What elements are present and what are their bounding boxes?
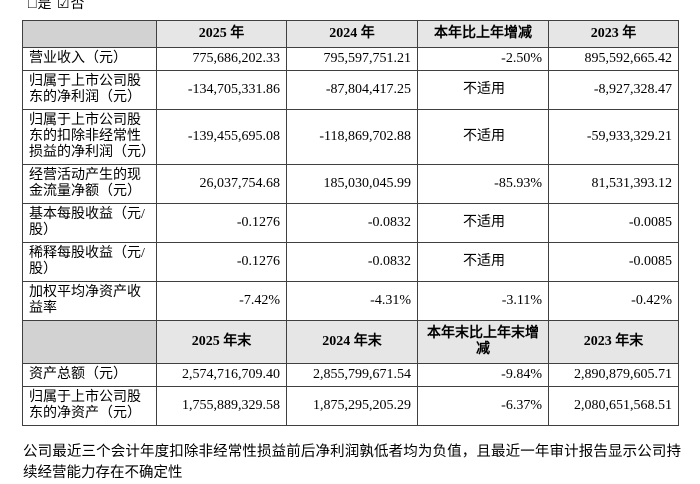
value-change: -85.93% [417, 164, 549, 204]
table-row-operating-cash-flow: 经营活动产生的现金流量净额（元） 26,037,754.68 185,030,0… [22, 164, 679, 204]
checkbox-line: □是 ☑否 [28, 0, 86, 12]
value-2024: 185,030,045.99 [286, 164, 418, 204]
table-header-period: 2025 年 2024 年 本年比上年增减 2023 年 [22, 20, 679, 48]
header-empty-cell [22, 320, 157, 364]
value-2025: -7.42% [156, 281, 287, 321]
row-label: 归属于上市公司股东的净资产（元） [22, 386, 157, 426]
value-2023: 2,080,651,568.51 [548, 386, 679, 426]
value-change: -9.84% [417, 363, 549, 387]
key-financials-table: 2025 年 2024 年 本年比上年增减 2023 年 营业收入（元） 775… [22, 20, 679, 426]
value-2024: -4.31% [286, 281, 418, 321]
value-2024: 795,597,751.21 [286, 47, 418, 71]
table-row-net-profit-excl-nonrecurring: 归属于上市公司股东的扣除非经常性损益的净利润（元） -139,455,695.0… [22, 109, 679, 165]
table-row-revenue: 营业收入（元） 775,686,202.33 795,597,751.21 -2… [22, 47, 679, 71]
header-2024-end: 2024 年末 [286, 320, 418, 364]
table-header-yearend: 2025 年末 2024 年末 本年末比上年末增减 2023 年末 [22, 320, 679, 364]
header-2023: 2023 年 [548, 20, 679, 48]
value-2024: -0.0832 [286, 203, 418, 243]
table-row-weighted-avg-roe: 加权平均净资产收益率 -7.42% -4.31% -3.11% -0.42% [22, 281, 679, 321]
row-label: 加权平均净资产收益率 [22, 281, 157, 321]
value-2023: 895,592,665.42 [548, 47, 679, 71]
value-2024: -0.0832 [286, 242, 418, 282]
value-2024: 1,875,295,205.29 [286, 386, 418, 426]
value-2025: 1,755,889,329.58 [156, 386, 287, 426]
value-change: 不适用 [417, 109, 549, 165]
row-label: 稀释每股收益（元/股） [22, 242, 157, 282]
table-row-net-profit: 归属于上市公司股东的净利润（元） -134,705,331.86 -87,804… [22, 70, 679, 110]
value-change: -2.50% [417, 47, 549, 71]
header-2025: 2025 年 [156, 20, 287, 48]
header-yearend-change: 本年末比上年末增减 [417, 320, 549, 364]
value-2025: -134,705,331.86 [156, 70, 287, 110]
table-row-net-assets: 归属于上市公司股东的净资产（元） 1,755,889,329.58 1,875,… [22, 386, 679, 426]
header-2023-end: 2023 年末 [548, 320, 679, 364]
table-row-basic-eps: 基本每股收益（元/股） -0.1276 -0.0832 不适用 -0.0085 [22, 203, 679, 243]
value-2023: -0.0085 [548, 203, 679, 243]
value-2023: -0.42% [548, 281, 679, 321]
value-2025: -0.1276 [156, 203, 287, 243]
value-2023: -59,933,329.21 [548, 109, 679, 165]
value-2025: 775,686,202.33 [156, 47, 287, 71]
header-yoy-change: 本年比上年增减 [417, 20, 549, 48]
value-2023: -8,927,328.47 [548, 70, 679, 110]
value-2025: 26,037,754.68 [156, 164, 287, 204]
row-label: 归属于上市公司股东的扣除非经常性损益的净利润（元） [22, 109, 157, 165]
value-change: -6.37% [417, 386, 549, 426]
row-label: 归属于上市公司股东的净利润（元） [22, 70, 157, 110]
value-change: 不适用 [417, 203, 549, 243]
value-2024: 2,855,799,671.54 [286, 363, 418, 387]
value-2023: 81,531,393.12 [548, 164, 679, 204]
header-empty-cell [22, 20, 157, 48]
row-label: 经营活动产生的现金流量净额（元） [22, 164, 157, 204]
value-2023: -0.0085 [548, 242, 679, 282]
row-label: 营业收入（元） [22, 47, 157, 71]
table-row-diluted-eps: 稀释每股收益（元/股） -0.1276 -0.0832 不适用 -0.0085 [22, 242, 679, 282]
value-2025: -139,455,695.08 [156, 109, 287, 165]
footer-note: 公司最近三个会计年度扣除非经常性损益前后净利润孰低者均为负值，且最近一年审计报告… [23, 444, 681, 482]
table-row-total-assets: 资产总额（元） 2,574,716,709.40 2,855,799,671.5… [22, 363, 679, 387]
header-2025-end: 2025 年末 [156, 320, 287, 364]
value-change: -3.11% [417, 281, 549, 321]
value-change: 不适用 [417, 242, 549, 282]
value-2024: -87,804,417.25 [286, 70, 418, 110]
value-2023: 2,890,879,605.71 [548, 363, 679, 387]
header-2024: 2024 年 [286, 20, 418, 48]
value-2025: -0.1276 [156, 242, 287, 282]
row-label: 资产总额（元） [22, 363, 157, 387]
value-change: 不适用 [417, 70, 549, 110]
value-2025: 2,574,716,709.40 [156, 363, 287, 387]
row-label: 基本每股收益（元/股） [22, 203, 157, 243]
value-2024: -118,869,702.88 [286, 109, 418, 165]
